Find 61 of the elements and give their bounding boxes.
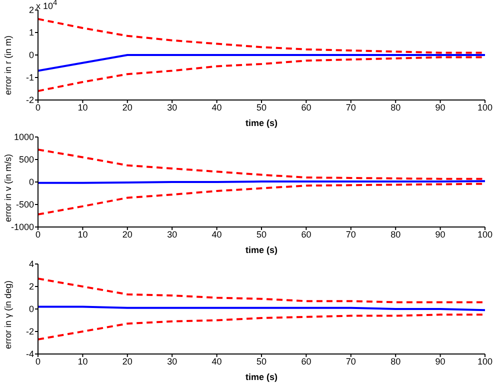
x-tick-label: 0	[35, 102, 41, 112]
y-axis-title: error in r (in m)	[3, 35, 14, 95]
x-tick-label: 30	[167, 356, 178, 366]
x-tick-label: 80	[390, 102, 401, 112]
x-tick-label: 70	[346, 356, 356, 366]
y-tick-label: -2	[26, 95, 34, 106]
y-tick-label: 2	[28, 5, 34, 16]
y-tick-label: -4	[26, 349, 34, 360]
y-axis-title: error in γ (in deg)	[3, 280, 14, 349]
x-tick-label: 50	[256, 356, 267, 366]
line-series	[38, 314, 485, 340]
line-series	[38, 56, 485, 92]
x-tick-label: 20	[122, 356, 132, 366]
x-tick-label: 30	[167, 229, 178, 240]
x-axis-title: time (s)	[245, 245, 278, 255]
x-tick-label: 40	[212, 229, 222, 240]
x-tick-label: 40	[212, 356, 222, 366]
x-tick-label: 60	[301, 229, 312, 240]
line-series	[38, 182, 485, 216]
y-tick-label: 500	[18, 154, 34, 165]
y-tick-label: -1	[26, 72, 34, 83]
x-tick-label: 100	[477, 229, 493, 240]
y-tick-label: 0	[28, 50, 34, 60]
x-tick-label: 50	[256, 229, 267, 240]
x-tick-label: 10	[78, 356, 88, 366]
y-tick-label: 4	[28, 259, 34, 270]
y-tick-label: 0	[28, 177, 34, 188]
line-series	[38, 18, 485, 54]
x-tick-label: 30	[167, 102, 178, 112]
x-tick-label: 10	[78, 102, 88, 112]
y-axis-title: error in v (in m/s)	[3, 154, 14, 222]
x-axis-title: time (s)	[245, 118, 278, 128]
y-tick-label: -500	[16, 200, 34, 210]
annotation: x 10$^{4}$	[36, 0, 58, 11]
line-series	[38, 278, 485, 304]
x-tick-label: 80	[390, 356, 401, 366]
x-tick-label: 60	[301, 102, 312, 112]
y-tick-label: 0	[28, 304, 34, 314]
x-tick-label: 70	[346, 229, 356, 240]
x-tick-label: 100	[477, 356, 493, 366]
y-tick-label: 1000	[14, 132, 34, 142]
line-series	[38, 148, 485, 180]
x-axis-title: time (s)	[245, 372, 278, 382]
y-tick-label: 1	[28, 28, 34, 38]
x-tick-label: 10	[78, 229, 88, 240]
x-tick-label: 80	[390, 229, 401, 240]
x-tick-label: 0	[35, 356, 41, 366]
x-tick-label: 0	[35, 229, 41, 240]
x-tick-label: 100	[477, 102, 493, 112]
x-tick-label: 20	[122, 229, 132, 240]
x-tick-label: 90	[435, 102, 446, 112]
x-tick-label: 20	[122, 102, 132, 112]
x-tick-label: 90	[435, 356, 446, 366]
y-tick-label: 2	[28, 282, 34, 292]
x-tick-label: 40	[212, 102, 222, 112]
x-tick-label: 60	[301, 356, 312, 366]
y-tick-label: -1000	[10, 222, 34, 232]
y-tick-label: -2	[26, 326, 34, 337]
x-tick-label: 50	[256, 102, 267, 112]
x-tick-label: 90	[435, 229, 446, 240]
x-tick-label: 70	[346, 102, 356, 112]
